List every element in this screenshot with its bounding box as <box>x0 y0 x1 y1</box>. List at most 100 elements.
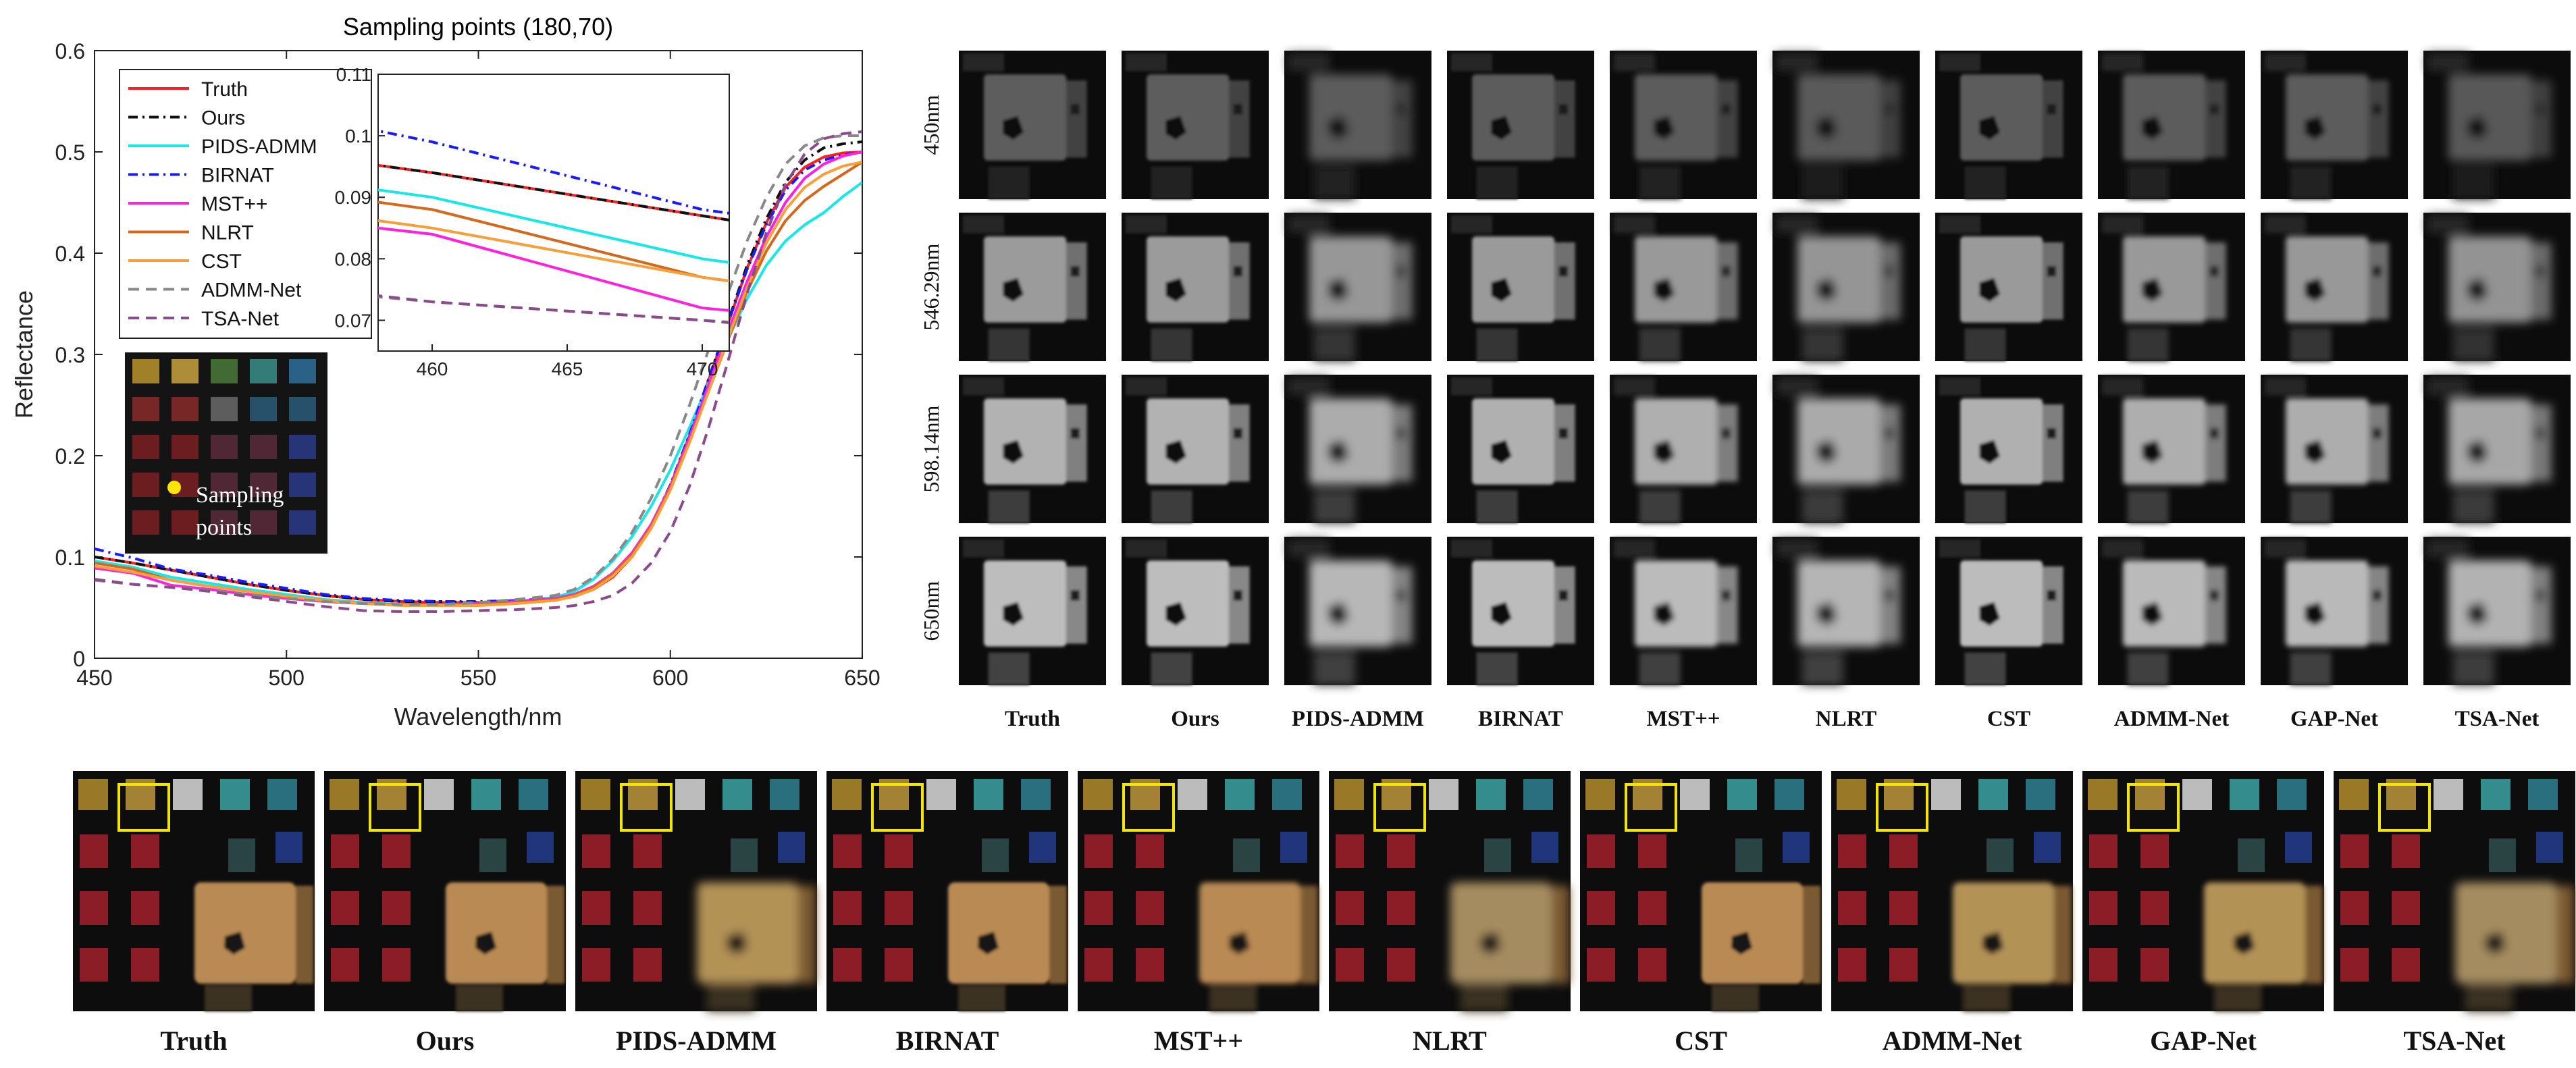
cube-face <box>1797 398 1881 485</box>
zoom-cube-face <box>446 882 547 984</box>
cube-hole <box>2305 115 2325 140</box>
zoom-cube-face <box>2204 882 2305 984</box>
zoom-cube-stand <box>958 986 1005 1011</box>
crop-content <box>2265 539 2389 685</box>
crop-content <box>1614 215 1738 361</box>
crop-image <box>2098 51 2245 199</box>
cube-side <box>1392 242 1413 320</box>
cube-face <box>1960 74 2043 161</box>
rgb-blue-cube <box>778 832 805 863</box>
inset-x-tick-label: 460 <box>417 358 448 379</box>
cube-stand <box>988 328 1030 361</box>
band-label: 450nm <box>919 95 943 155</box>
rgb-red-cube <box>1136 891 1164 925</box>
rgb-top-cube <box>1837 779 1866 810</box>
cube-stand <box>2290 652 2332 685</box>
zoom-cube-hole <box>727 932 747 955</box>
crop-highlight-box <box>117 783 170 832</box>
rgb-zoom-cube <box>948 882 1067 1011</box>
bg-cube <box>1288 377 1330 396</box>
band-comparison-grid <box>959 51 2571 685</box>
crop-image <box>1610 51 1757 199</box>
cube-side <box>2531 404 2552 482</box>
rgb-top-cube <box>220 779 250 810</box>
rgb-red-cube <box>1587 834 1615 868</box>
cube-notch <box>2209 104 2219 115</box>
crop-image <box>2423 375 2571 523</box>
rgb-red-cube <box>2392 834 2420 868</box>
rgb-small-cubes <box>581 779 805 982</box>
cube-hole <box>1491 115 1512 140</box>
band-label: 546.29nm <box>919 243 943 330</box>
legend-entry: CST <box>201 250 242 273</box>
crop-content <box>2427 539 2552 685</box>
cube-hole <box>1979 115 2000 140</box>
rgb-red-cube <box>1889 891 1918 925</box>
cube-side <box>1066 404 1087 482</box>
cube-notch <box>1396 428 1405 439</box>
rgb-top-cube <box>78 779 108 810</box>
cube-notch <box>2535 428 2544 439</box>
rgb-image-admm-net <box>1831 771 2073 1011</box>
zoom-cube-side <box>2305 886 2323 984</box>
rgb-red-cube <box>1336 834 1364 868</box>
rgb-top-cube <box>1523 779 1553 810</box>
cube-face <box>2123 236 2206 323</box>
rgb-red-cube <box>2392 891 2420 925</box>
cube-stand <box>2290 328 2332 361</box>
thumbnail-cube <box>132 435 159 459</box>
cube-face <box>2286 74 2369 161</box>
legend-entry: ADMM-Net <box>201 279 302 302</box>
rgb-red-cube <box>1638 834 1666 868</box>
rgb-red-cube <box>1638 948 1666 982</box>
cube-stand <box>1313 490 1355 523</box>
thumbnail-cube <box>250 473 277 497</box>
cube-side <box>2368 242 2389 320</box>
rgb-red-cube <box>633 834 662 868</box>
y-tick-label: 0.1 <box>55 545 85 570</box>
cube-side <box>1229 566 1250 644</box>
crop-image <box>1772 375 1920 523</box>
y-tick-label: 0.6 <box>55 39 85 63</box>
cube-hole <box>1165 602 1186 626</box>
rgb-teal-cube <box>228 838 255 872</box>
rgb-blue-cube <box>1029 832 1056 863</box>
cube-stand <box>1964 166 2006 199</box>
cube-notch <box>1070 428 1080 439</box>
crop-content <box>2427 53 2552 199</box>
cube-hole <box>1979 602 2000 626</box>
cube-side <box>2368 566 2389 644</box>
rgb-teal-cube <box>982 838 1009 872</box>
rgb-red-cube <box>2340 891 2369 925</box>
rgb-top-cube <box>1272 779 1302 810</box>
rgb-red-cube <box>1387 948 1415 982</box>
cube-face <box>2448 398 2531 485</box>
rgb-red-cube <box>2140 891 2169 925</box>
cube-face <box>2123 560 2206 647</box>
rgb-image-pids-admm <box>575 771 817 1011</box>
crop-image <box>2098 537 2245 685</box>
rgb-red-cube <box>382 834 411 868</box>
cube-face <box>1147 74 1230 161</box>
rgb-top-cube <box>2026 779 2055 810</box>
zoom-cube-stand <box>2214 986 2261 1011</box>
cube-side <box>1880 404 1901 482</box>
cube-stand <box>1802 328 1843 361</box>
bg-cube <box>1614 377 1656 396</box>
cube-stand <box>988 490 1030 523</box>
cube-stand <box>2452 652 2494 685</box>
zoom-cube-side <box>296 886 313 984</box>
bg-cube <box>1451 377 1493 396</box>
rgb-top-cube <box>1775 779 1804 810</box>
x-axis: 450 500 550 600 650 <box>76 51 880 690</box>
rgb-red-cube <box>1838 891 1866 925</box>
zoom-cube-hole <box>224 932 245 955</box>
rgb-small-cubes <box>1083 779 1307 982</box>
rgb-red-cube <box>382 948 411 982</box>
thumbnail-cube <box>172 435 199 459</box>
rgb-teal-cube <box>1735 838 1762 872</box>
cube-side <box>1554 242 1575 320</box>
thumbnail-cube <box>211 397 238 421</box>
bg-cube <box>1614 53 1656 72</box>
crop-image <box>1772 537 1920 685</box>
